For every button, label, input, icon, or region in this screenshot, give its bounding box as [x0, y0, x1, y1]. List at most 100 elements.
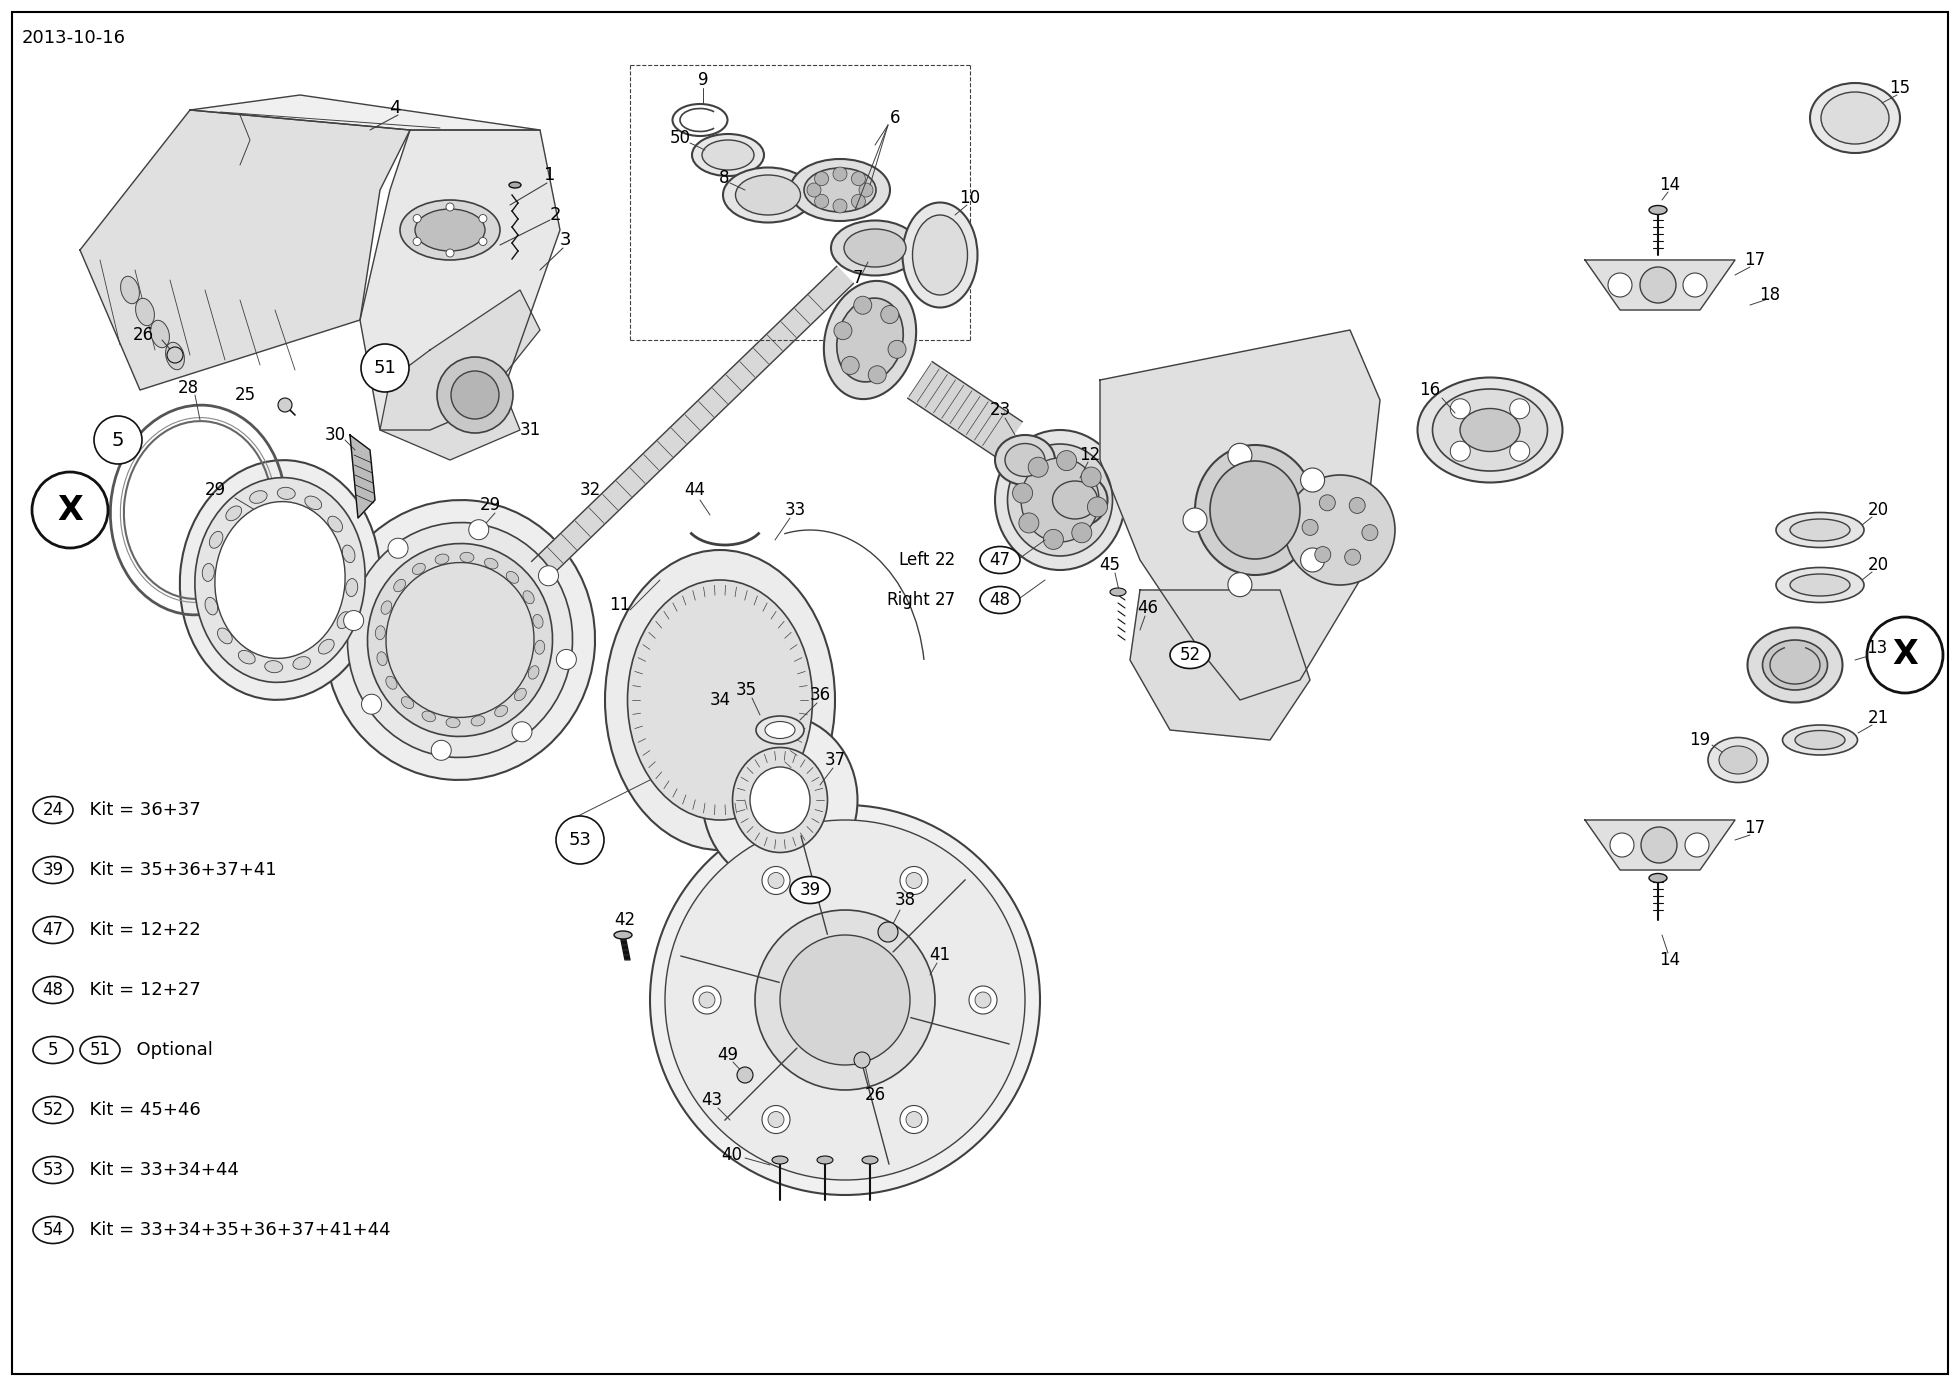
Text: 29: 29 — [204, 481, 225, 499]
Text: 53: 53 — [568, 832, 592, 850]
Text: 20: 20 — [1868, 556, 1889, 574]
Text: 14: 14 — [1660, 951, 1680, 969]
Ellipse shape — [435, 554, 449, 564]
Ellipse shape — [210, 531, 223, 549]
Ellipse shape — [494, 705, 508, 717]
Circle shape — [768, 1112, 784, 1128]
Text: Left: Left — [898, 552, 929, 570]
Circle shape — [1684, 273, 1707, 297]
Ellipse shape — [80, 1037, 120, 1063]
Circle shape — [437, 358, 514, 432]
Polygon shape — [1100, 330, 1380, 700]
Polygon shape — [380, 290, 541, 460]
Ellipse shape — [218, 628, 231, 644]
Circle shape — [31, 473, 108, 547]
Circle shape — [451, 371, 500, 419]
Ellipse shape — [412, 563, 425, 574]
Circle shape — [1641, 827, 1678, 863]
Circle shape — [1227, 572, 1252, 596]
Ellipse shape — [613, 931, 631, 938]
Circle shape — [1686, 833, 1709, 857]
Circle shape — [468, 520, 488, 539]
Polygon shape — [907, 362, 1023, 459]
Circle shape — [278, 398, 292, 412]
Ellipse shape — [1776, 513, 1864, 547]
Ellipse shape — [461, 552, 474, 563]
Polygon shape — [351, 435, 374, 518]
Circle shape — [906, 1112, 921, 1128]
Ellipse shape — [510, 182, 521, 188]
Ellipse shape — [33, 1156, 73, 1184]
Text: 23: 23 — [990, 401, 1011, 419]
Ellipse shape — [996, 435, 1054, 485]
Ellipse shape — [33, 857, 73, 883]
Text: Right: Right — [886, 590, 929, 608]
Ellipse shape — [292, 657, 310, 669]
Circle shape — [855, 1052, 870, 1069]
Ellipse shape — [723, 168, 813, 223]
Text: 53: 53 — [43, 1161, 63, 1179]
Ellipse shape — [1005, 444, 1045, 477]
Ellipse shape — [1648, 205, 1668, 215]
Ellipse shape — [1648, 873, 1668, 883]
Ellipse shape — [33, 1037, 73, 1063]
Text: 6: 6 — [890, 109, 900, 128]
Text: X: X — [1891, 639, 1919, 671]
Circle shape — [361, 694, 382, 714]
Ellipse shape — [1795, 730, 1844, 750]
Ellipse shape — [374, 626, 386, 640]
Ellipse shape — [1433, 389, 1548, 471]
Text: 51: 51 — [374, 359, 396, 377]
Text: 48: 48 — [990, 590, 1011, 608]
Ellipse shape — [347, 523, 572, 758]
Circle shape — [557, 816, 604, 863]
Text: 3: 3 — [559, 231, 570, 249]
Ellipse shape — [33, 916, 73, 944]
Circle shape — [1868, 617, 1942, 693]
Circle shape — [1029, 457, 1049, 477]
Text: 36: 36 — [809, 686, 831, 704]
Ellipse shape — [202, 564, 214, 581]
Ellipse shape — [913, 215, 968, 295]
Circle shape — [858, 183, 872, 197]
Text: 45: 45 — [1100, 556, 1121, 574]
Circle shape — [1019, 513, 1039, 534]
Ellipse shape — [529, 665, 539, 679]
Polygon shape — [531, 266, 853, 578]
Ellipse shape — [996, 430, 1125, 570]
Circle shape — [968, 985, 998, 1015]
Circle shape — [808, 183, 821, 197]
Text: 11: 11 — [610, 596, 631, 614]
Text: 17: 17 — [1744, 819, 1766, 837]
Circle shape — [880, 305, 900, 323]
Polygon shape — [1586, 821, 1735, 870]
Ellipse shape — [1789, 518, 1850, 541]
Text: 39: 39 — [43, 861, 63, 879]
Circle shape — [1088, 498, 1107, 517]
Ellipse shape — [772, 1156, 788, 1164]
Circle shape — [447, 202, 455, 211]
Circle shape — [694, 985, 721, 1015]
Text: 28: 28 — [178, 378, 198, 396]
Circle shape — [906, 873, 921, 888]
Circle shape — [1319, 495, 1335, 511]
Circle shape — [1362, 525, 1378, 541]
Text: Kit = 12+27: Kit = 12+27 — [78, 981, 200, 999]
Ellipse shape — [980, 586, 1019, 614]
Text: 5: 5 — [47, 1041, 59, 1059]
Ellipse shape — [1460, 409, 1521, 452]
Ellipse shape — [180, 460, 380, 700]
Text: 8: 8 — [719, 169, 729, 187]
Text: 50: 50 — [670, 129, 690, 147]
Text: 46: 46 — [1137, 599, 1158, 617]
Ellipse shape — [1417, 377, 1562, 482]
Text: 13: 13 — [1866, 639, 1887, 657]
Ellipse shape — [831, 220, 919, 276]
Polygon shape — [361, 130, 561, 430]
Ellipse shape — [764, 722, 796, 739]
Circle shape — [878, 922, 898, 942]
Circle shape — [851, 172, 866, 186]
Ellipse shape — [33, 797, 73, 823]
Ellipse shape — [823, 281, 915, 399]
Circle shape — [855, 297, 872, 315]
